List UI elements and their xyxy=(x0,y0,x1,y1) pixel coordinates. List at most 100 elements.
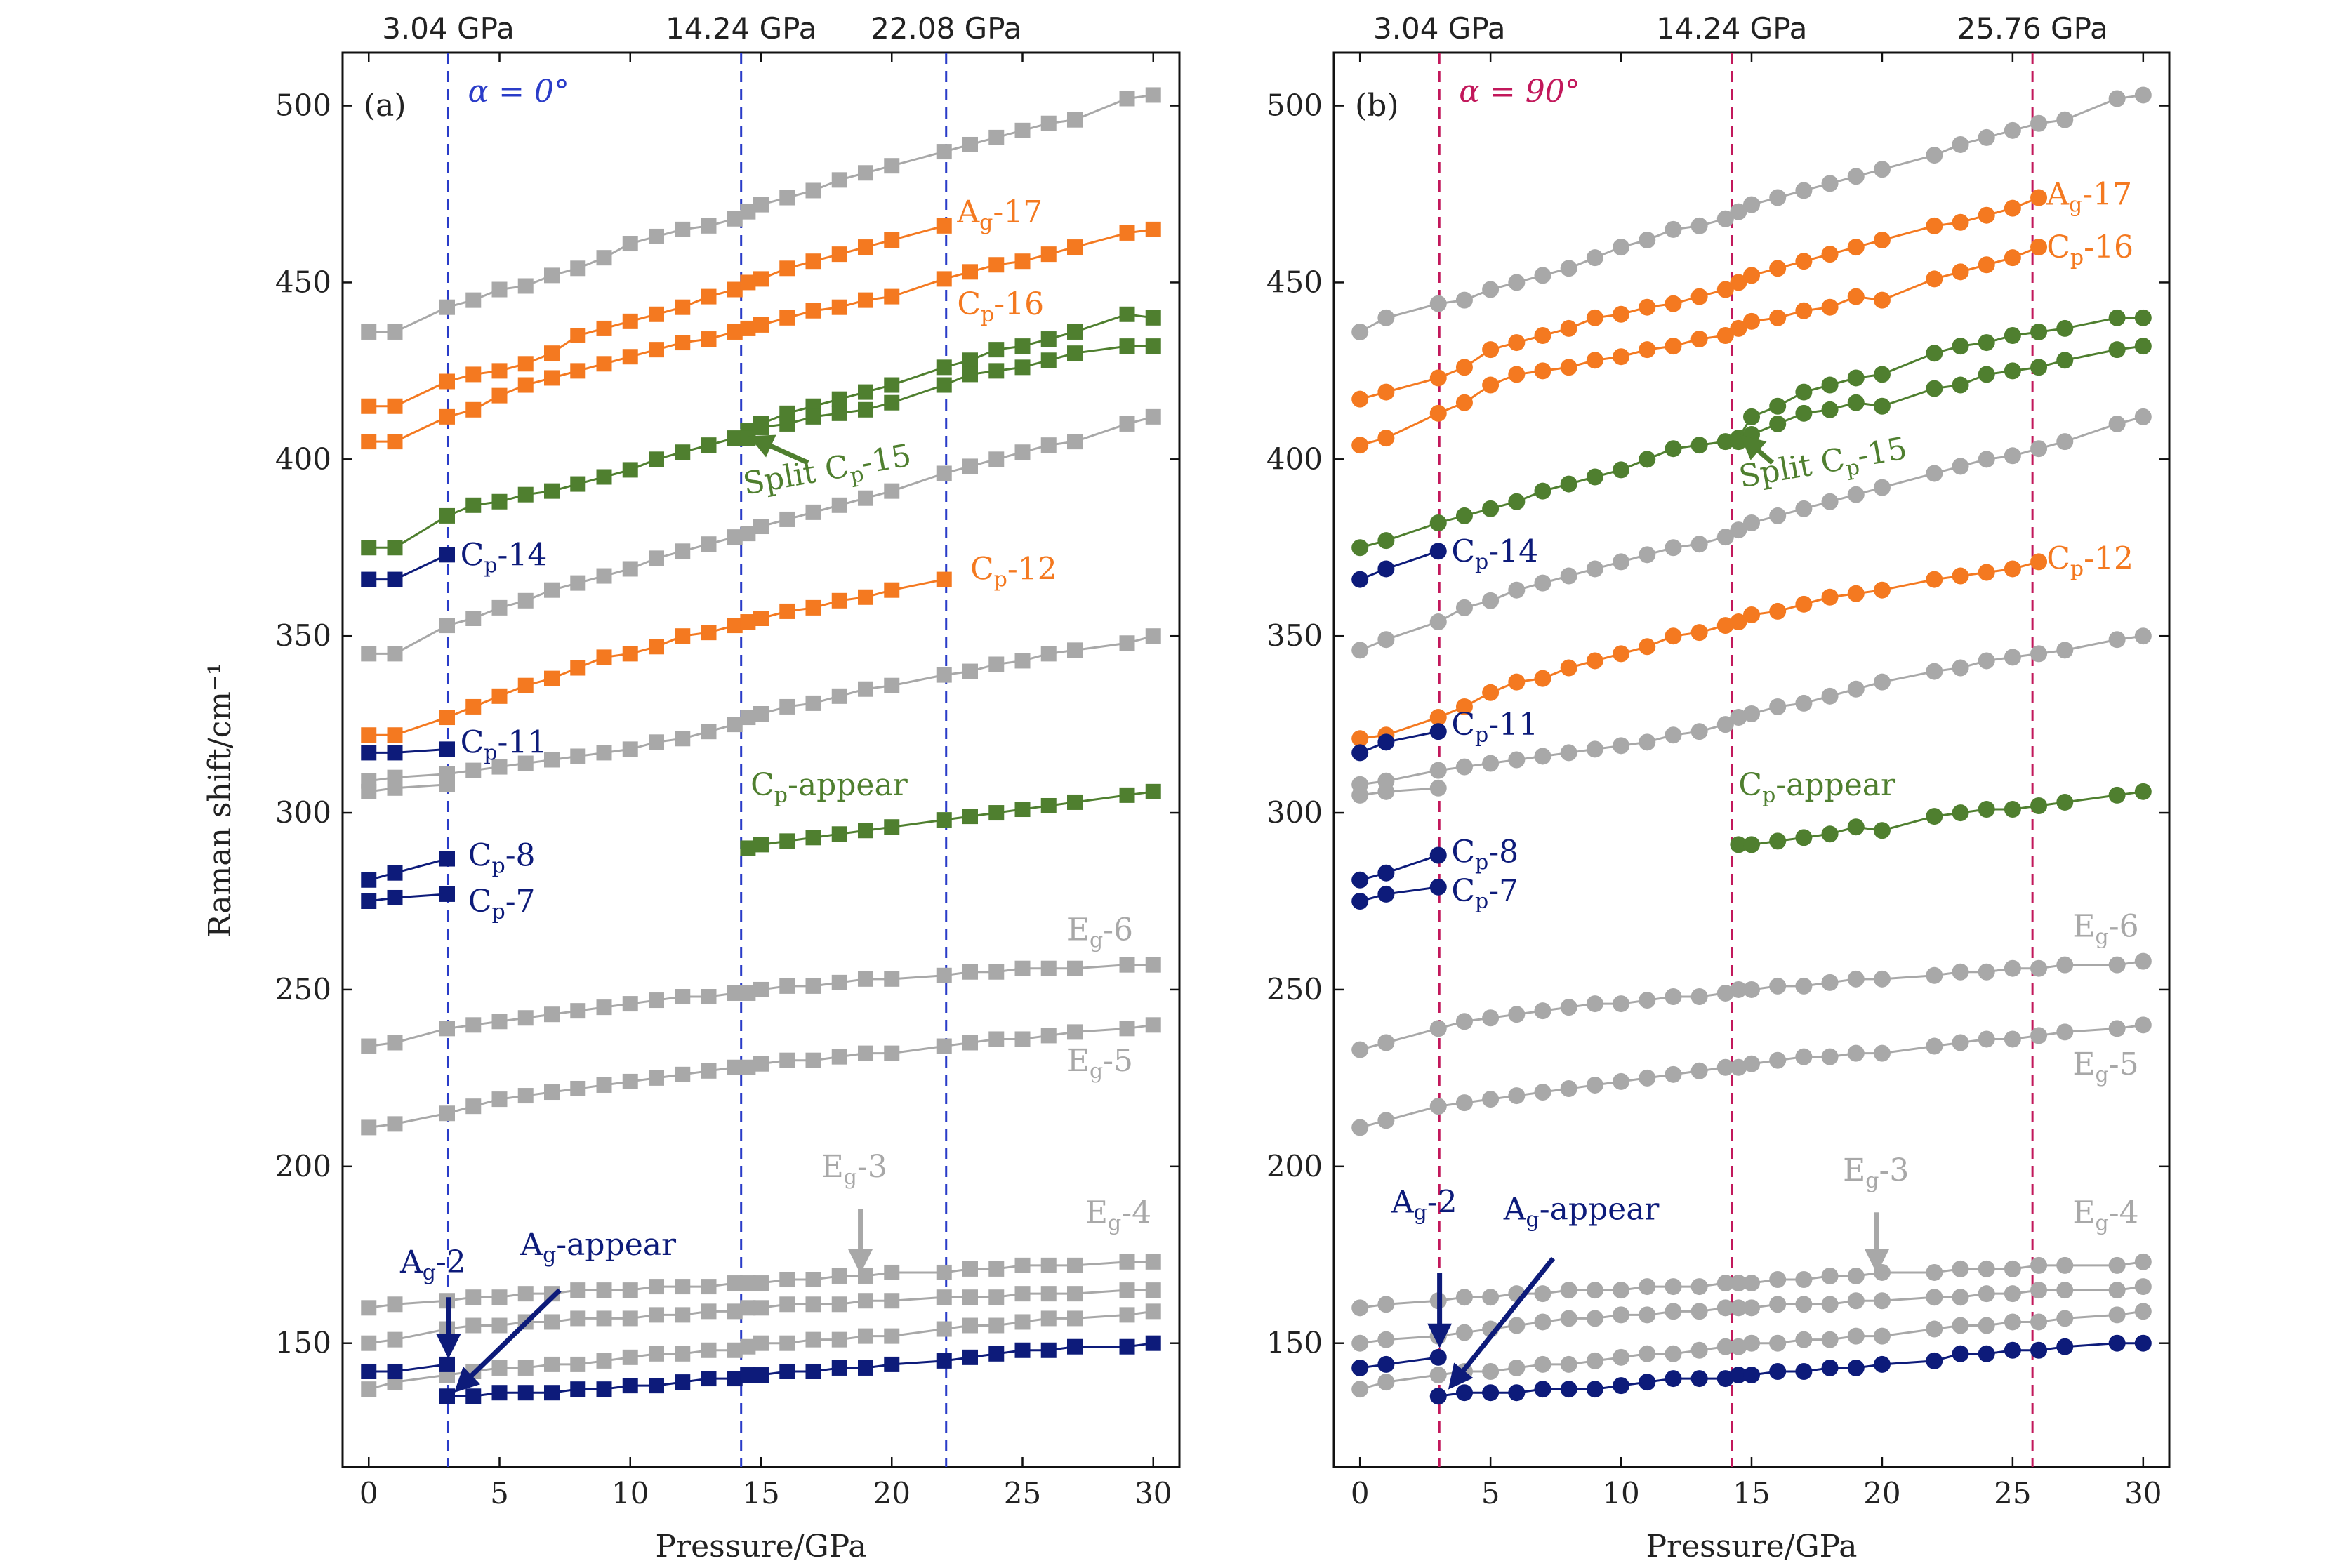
mode-label-suffix: -15 xyxy=(859,437,914,481)
data-point xyxy=(1613,553,1630,571)
data-point xyxy=(2056,642,2074,659)
data-point xyxy=(2134,1303,2152,1320)
data-point xyxy=(1952,963,1969,981)
data-point xyxy=(740,710,756,726)
mode-label-subscript: p xyxy=(1475,889,1488,914)
data-point xyxy=(1665,440,1682,458)
data-point xyxy=(988,1261,1005,1277)
data-point xyxy=(1847,680,1865,698)
data-point xyxy=(1613,737,1630,755)
data-point xyxy=(1821,974,1839,991)
data-point xyxy=(727,1371,743,1387)
data-point xyxy=(1952,567,1969,585)
data-point xyxy=(831,299,847,315)
mode-label-suffix: -3 xyxy=(1879,1152,1910,1188)
mode-label-main: A xyxy=(956,194,980,230)
data-point xyxy=(1730,203,1747,220)
data-point xyxy=(361,646,377,662)
data-point xyxy=(962,458,978,474)
data-point xyxy=(753,1300,769,1316)
data-point xyxy=(936,465,952,481)
data-point xyxy=(622,236,638,252)
data-point xyxy=(805,1272,821,1288)
transition-pressure-label: 3.04 GPa xyxy=(382,11,515,46)
data-point xyxy=(1716,529,1734,546)
data-point xyxy=(1429,878,1447,896)
data-point xyxy=(2056,319,2074,337)
data-point xyxy=(1351,744,1369,762)
data-point xyxy=(884,1045,900,1061)
data-point xyxy=(1690,437,1708,454)
data-point xyxy=(1730,274,1747,291)
data-point xyxy=(1821,493,1839,510)
data-point xyxy=(2056,352,2074,369)
data-point xyxy=(1351,539,1369,557)
data-point xyxy=(439,507,455,524)
mode-label-suffix: -7 xyxy=(505,884,536,919)
data-point xyxy=(1508,1384,1526,1402)
mode-label: Cp-14 xyxy=(461,537,548,578)
data-point xyxy=(1586,249,1603,267)
data-point xyxy=(962,809,978,825)
mode-label-subscript: p xyxy=(484,553,497,578)
data-point xyxy=(1926,345,1943,362)
data-point xyxy=(1952,659,1969,677)
data-point xyxy=(1639,231,1656,248)
data-point xyxy=(544,752,560,768)
data-point xyxy=(1847,1044,1865,1062)
data-point xyxy=(858,490,873,506)
data-point xyxy=(2056,1282,2074,1299)
data-point xyxy=(491,363,508,379)
series-line xyxy=(1359,1356,1438,1369)
data-point xyxy=(517,1010,534,1026)
data-point xyxy=(2030,1027,2048,1044)
x-tick-label: 20 xyxy=(873,1476,911,1510)
data-point xyxy=(1482,341,1500,359)
x-tick-label: 20 xyxy=(1863,1476,1900,1510)
data-point xyxy=(1639,1278,1656,1296)
series-line xyxy=(369,893,448,903)
data-point xyxy=(491,281,508,298)
data-point xyxy=(1639,1374,1656,1391)
mode-label-subscript: g xyxy=(2096,1063,2109,1087)
mode-label: Ag-appear xyxy=(520,1227,677,1268)
x-tick-label: 30 xyxy=(2124,1476,2162,1510)
data-point xyxy=(596,1381,612,1397)
data-point xyxy=(753,419,769,435)
data-point xyxy=(1455,1324,1473,1341)
data-point xyxy=(1690,624,1708,642)
data-point xyxy=(675,731,691,747)
data-point xyxy=(962,352,978,368)
mode-label-main: E xyxy=(2072,1047,2095,1082)
data-point xyxy=(1665,1370,1682,1388)
mode-label-suffix: -3 xyxy=(857,1149,887,1185)
x-tick-label: 25 xyxy=(1004,1476,1041,1510)
x-tick-label: 5 xyxy=(490,1476,509,1510)
data-point xyxy=(1926,966,1943,984)
data-point xyxy=(753,519,769,535)
data-point xyxy=(2056,1310,2074,1327)
data-point xyxy=(1716,433,1734,451)
data-point xyxy=(1795,302,1813,319)
data-point xyxy=(1586,1381,1603,1398)
data-point xyxy=(2108,1020,2126,1037)
data-point xyxy=(1639,1069,1656,1087)
data-point xyxy=(1795,1331,1813,1348)
data-point xyxy=(805,303,821,319)
data-point xyxy=(1769,1271,1787,1289)
data-point xyxy=(936,144,952,160)
data-point xyxy=(2004,959,2021,977)
data-point xyxy=(1743,514,1760,531)
data-point xyxy=(2108,631,2126,649)
data-point xyxy=(858,1268,873,1284)
data-point xyxy=(1769,602,1787,620)
data-point xyxy=(701,1279,717,1295)
data-point xyxy=(1743,408,1760,425)
mode-label-suffix: -16 xyxy=(994,286,1044,322)
data-point xyxy=(1952,1260,1969,1277)
data-point xyxy=(1821,175,1839,192)
data-point xyxy=(2004,327,2021,344)
data-point xyxy=(858,384,873,400)
data-point xyxy=(1873,673,1891,691)
